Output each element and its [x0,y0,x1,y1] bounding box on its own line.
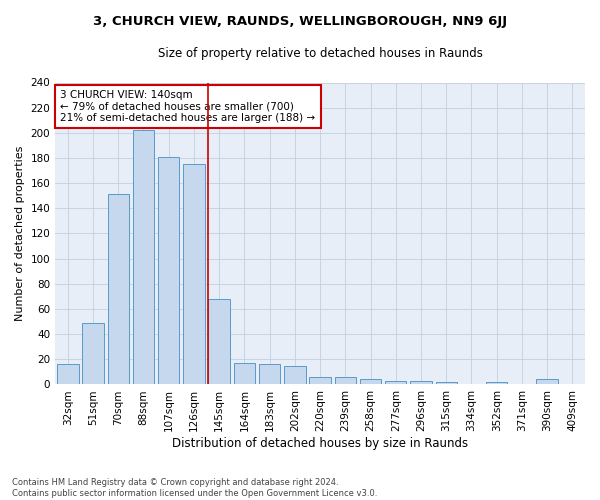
Bar [107,194,129,384]
Bar [335,377,356,384]
X-axis label: Distribution of detached houses by size in Raunds: Distribution of detached houses by size … [172,437,468,450]
Title: Size of property relative to detached houses in Raunds: Size of property relative to detached ho… [158,48,482,60]
Bar [385,380,406,384]
Bar [57,364,79,384]
Bar [310,377,331,384]
Bar [284,366,305,384]
Bar [536,380,558,384]
Bar [436,382,457,384]
Bar [183,164,205,384]
Bar [486,382,508,384]
Bar [360,380,381,384]
Bar [410,380,432,384]
Bar [233,363,255,384]
Bar [208,299,230,384]
Bar [82,323,104,384]
Y-axis label: Number of detached properties: Number of detached properties [15,146,25,321]
Bar [158,156,179,384]
Text: 3, CHURCH VIEW, RAUNDS, WELLINGBOROUGH, NN9 6JJ: 3, CHURCH VIEW, RAUNDS, WELLINGBOROUGH, … [93,15,507,28]
Text: Contains HM Land Registry data © Crown copyright and database right 2024.
Contai: Contains HM Land Registry data © Crown c… [12,478,377,498]
Bar [133,130,154,384]
Bar [259,364,280,384]
Text: 3 CHURCH VIEW: 140sqm
← 79% of detached houses are smaller (700)
21% of semi-det: 3 CHURCH VIEW: 140sqm ← 79% of detached … [61,90,316,123]
